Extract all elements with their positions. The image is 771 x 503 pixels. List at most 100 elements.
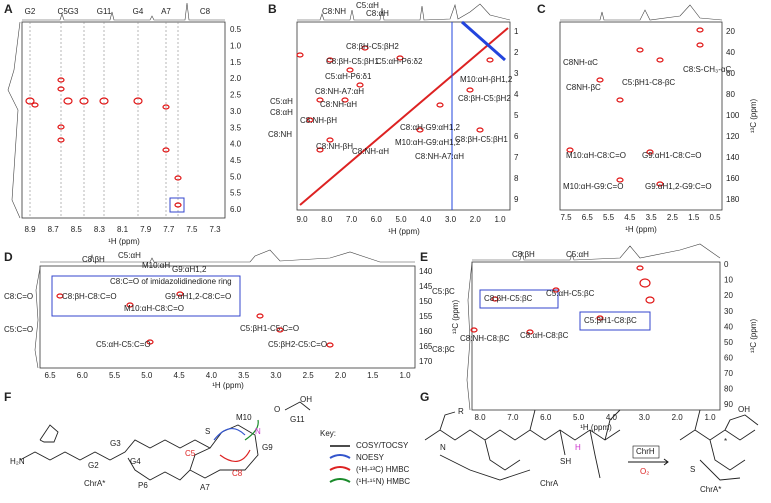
cross-peak: [696, 27, 704, 33]
x-tick-label: 5.0: [141, 371, 153, 380]
diagonal: [299, 27, 509, 206]
cross-peak: [174, 175, 182, 181]
annotation: M10:αH-βH1,2: [460, 75, 513, 84]
residue-label: C5: [185, 449, 196, 458]
x-tick-label: 5.5: [603, 213, 615, 222]
cross-peak: [256, 313, 264, 319]
annotation: C5:βH1-C5:C=O: [240, 324, 299, 333]
peak-label: M10:αH: [142, 261, 170, 270]
spectrum-trace: [466, 261, 473, 411]
residue-label: G2: [25, 7, 36, 16]
axis-title: ¹H (ppm): [388, 227, 420, 236]
annotation: G9:αH1-C8:C=O: [642, 151, 702, 160]
x-tick-label: 6.0: [77, 371, 89, 380]
x-tick-label: 1.0: [494, 215, 506, 224]
cross-peak: [31, 102, 39, 108]
y-tick-label: 5.0: [230, 172, 242, 181]
x-tick-label: 7.3: [209, 225, 221, 234]
legend-label: COSY/TOCSY: [356, 441, 409, 450]
x-tick-label: 4.0: [606, 413, 618, 422]
cross-peak: [526, 329, 534, 335]
spectrum-trace: [22, 2, 225, 21]
y-tick-label: 90: [724, 400, 733, 409]
x-tick-label: 6.0: [371, 215, 383, 224]
cross-peak: [326, 57, 334, 63]
axis-title: ¹H (ppm): [108, 237, 140, 246]
structure: [424, 409, 621, 481]
cross-peak: [341, 97, 349, 103]
compound-name: ChrA*: [700, 485, 721, 494]
x-tick-label: 1.0: [704, 413, 716, 422]
residue-label: C5G3: [58, 7, 79, 16]
residue-label: A7: [200, 483, 210, 492]
annotation: G9:αH1,2-G9:C=O: [645, 182, 712, 191]
y-tick-label: 1.0: [230, 41, 242, 50]
structure: [19, 401, 311, 481]
x-tick-label: 2.0: [335, 371, 347, 380]
diagonal: [461, 20, 506, 62]
annotation: C8:NH-βH: [300, 116, 337, 125]
key-line: [329, 466, 351, 471]
annotation: C8:βH-C5:βH2: [346, 42, 399, 51]
cross-peak: [416, 127, 424, 133]
peaks: [25, 27, 704, 348]
annotation: C8:βH-C8:C=O: [62, 292, 117, 301]
y-tick-label: 2: [514, 48, 519, 57]
annotation: C8:S-CH₃-αC: [683, 65, 732, 74]
y-tick-label: 20: [724, 291, 733, 300]
y-tick-label: 155: [419, 312, 433, 321]
key-title: Key:: [320, 429, 336, 438]
annotation: M10:αH-G9:αH1,2: [395, 138, 461, 147]
peak-label: C8:βH: [82, 255, 105, 264]
cross-peak: [616, 177, 624, 183]
residue-label: A7: [161, 7, 171, 16]
annotation: C5:βH2-C5:C=O: [268, 340, 327, 349]
annotation: C8:βH-C5:βH2: [458, 94, 511, 103]
cross-peak: [63, 97, 73, 105]
annotation: C8:βH-C5:βH1: [455, 135, 508, 144]
y-tick-label: 165: [419, 342, 433, 351]
cross-peak: [57, 86, 65, 92]
x-tick-label: 0.5: [709, 213, 721, 222]
frame: [296, 21, 511, 211]
peak-label: C5:C=O: [4, 325, 33, 334]
x-tick-label: 5.0: [573, 413, 585, 422]
annotation: C8:αH-G9:αH1,2: [400, 123, 460, 132]
key-line: [329, 478, 351, 483]
axis-title: ¹H (ppm): [212, 381, 244, 390]
x-tick-label: 6.5: [582, 213, 594, 222]
annotation: C8:NH-αH: [352, 147, 389, 156]
cross-peak: [596, 77, 604, 83]
annotation: M10:αH-C8:C=O: [124, 304, 184, 313]
annotation: C5:βH1-C8-βC: [622, 78, 675, 87]
annotation: M10:αH-C8:C=O: [566, 151, 626, 160]
cross-peak: [174, 202, 182, 208]
x-tick-label: 8.0: [474, 413, 486, 422]
residue-label: G4: [130, 457, 141, 466]
cross-peak: [79, 97, 89, 105]
panel-label: G: [420, 390, 429, 404]
cross-peak: [361, 45, 369, 51]
y-tick-label: 40: [726, 48, 735, 57]
cross-peak: [436, 102, 444, 108]
peak-label: C5:αH: [270, 97, 293, 106]
reagent-label: O₂: [640, 467, 649, 476]
panel-label: A: [4, 2, 13, 16]
annotation: C8:NH-A7:αH: [315, 87, 364, 96]
cross-peak: [696, 42, 704, 48]
y-tick-label: 150: [419, 297, 433, 306]
cross-peak: [296, 52, 304, 58]
x-tick-label: 6.5: [44, 371, 56, 380]
layout: [7, 2, 759, 483]
cross-peak: [491, 296, 499, 302]
peak-label: C8:βH: [512, 250, 535, 259]
cross-peak: [146, 339, 154, 345]
annotation: C5:βH1-C8:βC: [584, 316, 637, 325]
atom-label: SH: [560, 457, 571, 466]
x-tick-label: 1.5: [367, 371, 379, 380]
peak-label: C8:αH: [270, 108, 293, 117]
y-tick-label: 3.5: [230, 123, 242, 132]
x-tick-label: 7.7: [163, 225, 175, 234]
x-tick-label: 9.0: [296, 215, 308, 224]
